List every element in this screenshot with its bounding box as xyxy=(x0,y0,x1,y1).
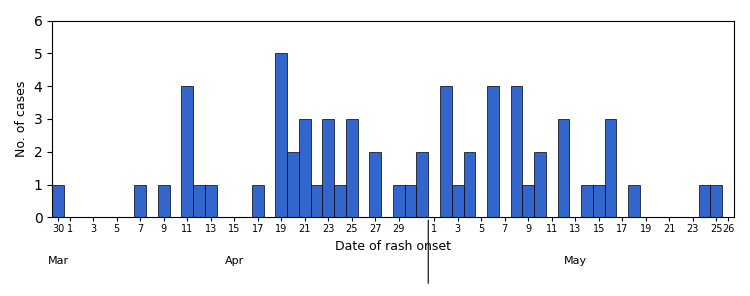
Bar xyxy=(581,184,592,217)
Bar xyxy=(346,119,358,217)
Bar xyxy=(53,184,64,217)
Bar xyxy=(182,86,194,217)
Y-axis label: No. of cases: No. of cases xyxy=(15,81,28,157)
Bar xyxy=(628,184,640,217)
Bar xyxy=(310,184,322,217)
Bar xyxy=(275,53,287,217)
Bar xyxy=(194,184,205,217)
Bar xyxy=(557,119,569,217)
Bar xyxy=(252,184,264,217)
Bar xyxy=(487,86,499,217)
Bar xyxy=(205,184,217,217)
Bar xyxy=(440,86,452,217)
Bar xyxy=(604,119,616,217)
Bar xyxy=(416,152,428,217)
Bar xyxy=(464,152,476,217)
Bar xyxy=(158,184,170,217)
Bar xyxy=(134,184,146,217)
Bar xyxy=(710,184,722,217)
Bar xyxy=(287,152,299,217)
Text: Apr: Apr xyxy=(225,256,244,266)
Bar xyxy=(299,119,310,217)
Bar xyxy=(370,152,381,217)
Bar xyxy=(334,184,346,217)
Bar xyxy=(452,184,464,217)
Bar xyxy=(393,184,405,217)
Bar xyxy=(592,184,604,217)
Bar xyxy=(534,152,546,217)
Bar xyxy=(405,184,416,217)
Bar xyxy=(698,184,710,217)
Bar xyxy=(522,184,534,217)
Text: May: May xyxy=(563,256,586,266)
Text: Mar: Mar xyxy=(47,256,68,266)
X-axis label: Date of rash onset: Date of rash onset xyxy=(335,240,451,253)
Bar xyxy=(322,119,334,217)
Bar xyxy=(511,86,522,217)
